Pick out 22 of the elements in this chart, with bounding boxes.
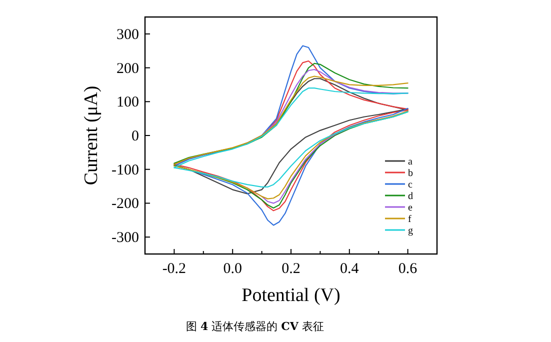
legend-label: c: [408, 180, 413, 190]
y-tick-label: -100: [112, 162, 139, 178]
y-tick-label: -200: [112, 196, 139, 212]
legend-label: f: [408, 214, 412, 225]
y-tick-label: 100: [116, 94, 139, 111]
y-tick-label: -300: [112, 230, 139, 246]
legend-label: d: [408, 191, 413, 202]
y-tick-label: 0: [132, 128, 139, 144]
text: 图 4 适体传感器的 CV 表征: [186, 320, 324, 333]
y-tick-label: 200: [116, 60, 139, 77]
legend-label: b: [408, 168, 413, 179]
legend-label: g: [408, 226, 413, 236]
x-tick-label: 0.4: [340, 261, 360, 277]
x-axis-title: Potential (V): [242, 285, 340, 306]
x-tick-label: 0.0: [223, 261, 242, 277]
x-tick-label: 0.2: [282, 261, 300, 277]
x-tick-label: 0.6: [398, 261, 418, 277]
legend-label: e: [408, 202, 413, 214]
x-tick-label: -0.2: [162, 261, 186, 277]
y-tick-label: 300: [116, 26, 139, 43]
legend-label: a: [408, 156, 413, 168]
y-axis-title: Current (μA): [81, 86, 102, 186]
